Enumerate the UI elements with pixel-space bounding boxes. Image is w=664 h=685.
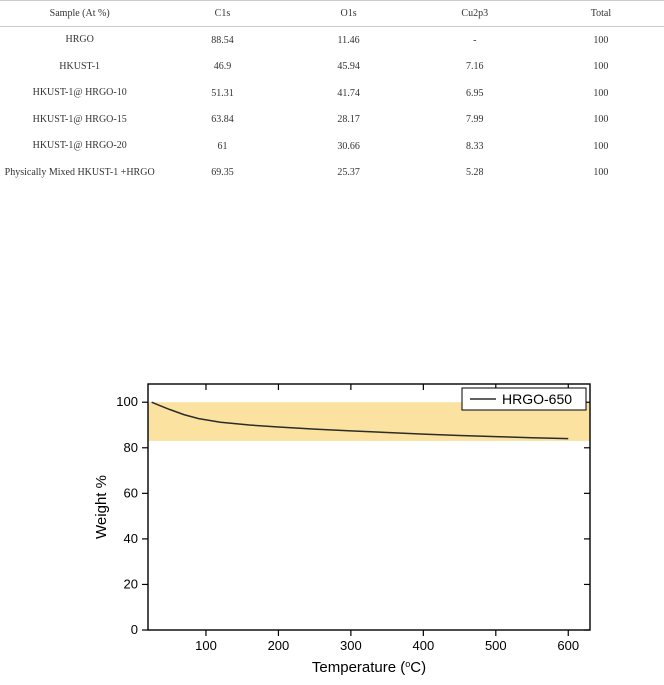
table-cell-value: 7.99	[412, 107, 538, 134]
ytick-label: 40	[124, 531, 138, 546]
ytick-label: 60	[124, 485, 138, 500]
table-cell-value: 100	[538, 107, 664, 134]
tga-chart: 0 20 40 60 80 100 100 200 300 400 500 600 Weight % Te…	[90, 378, 598, 678]
table-row: HKUST-146.945.947.16100	[0, 54, 664, 81]
table-row: Physically Mixed HKUST-1 +HRGO69.3525.37…	[0, 160, 664, 187]
xtick-label: 300	[340, 638, 362, 653]
table-cell-sample: HKUST-1@ HRGO-15	[0, 107, 159, 134]
table-cell-sample: HKUST-1@ HRGO-20	[0, 133, 159, 160]
table-cell-sample: HRGO	[0, 27, 159, 54]
table-header-row: Sample (At %)C1sO1sCu2p3Total	[0, 1, 664, 27]
table-cell-value: 6.95	[412, 80, 538, 107]
table-col-header: Total	[538, 1, 664, 27]
table-cell-value: 100	[538, 54, 664, 81]
table-cell-value: 5.28	[412, 160, 538, 187]
xtick-label: 400	[412, 638, 434, 653]
table-cell-value: 11.46	[286, 27, 412, 54]
table-cell-value: -	[412, 27, 538, 54]
table-cell-sample: HKUST-1@ HRGO-10	[0, 80, 159, 107]
table-cell-value: 61	[159, 133, 285, 160]
table-cell-value: 7.16	[412, 54, 538, 81]
table-col-header: Sample (At %)	[0, 1, 159, 27]
composition-table: Sample (At %)C1sO1sCu2p3Total HRGO88.541…	[0, 0, 664, 186]
page: Sample (At %)C1sO1sCu2p3Total HRGO88.541…	[0, 0, 664, 685]
ytick-label: 20	[124, 576, 138, 591]
table-cell-value: 100	[538, 133, 664, 160]
xtick-label: 100	[195, 638, 217, 653]
table-cell-sample: HKUST-1	[0, 54, 159, 81]
table-cell-value: 41.74	[286, 80, 412, 107]
xtick-label: 600	[557, 638, 579, 653]
table-row: HKUST-1@ HRGO-1051.3141.746.95100	[0, 80, 664, 107]
table-col-header: O1s	[286, 1, 412, 27]
table-row: HKUST-1@ HRGO-1563.8428.177.99100	[0, 107, 664, 134]
legend-label: HRGO-650	[502, 391, 572, 407]
table-cell-value: 28.17	[286, 107, 412, 134]
table-col-header: Cu2p3	[412, 1, 538, 27]
table-cell-value: 51.31	[159, 80, 285, 107]
table-cell-value: 8.33	[412, 133, 538, 160]
xtick-label: 200	[268, 638, 290, 653]
xtick-label: 500	[485, 638, 507, 653]
table-cell-value: 88.54	[159, 27, 285, 54]
table-cell-value: 63.84	[159, 107, 285, 134]
ytick-label: 80	[124, 440, 138, 455]
table-col-header: C1s	[159, 1, 285, 27]
table-body: HRGO88.5411.46-100HKUST-146.945.947.1610…	[0, 27, 664, 187]
table-cell-value: 100	[538, 160, 664, 187]
table-cell-sample: Physically Mixed HKUST-1 +HRGO	[0, 160, 159, 187]
table-cell-value: 25.37	[286, 160, 412, 187]
ytick-label: 0	[131, 622, 138, 637]
table-cell-value: 46.9	[159, 54, 285, 81]
table-cell-value: 69.35	[159, 160, 285, 187]
table-cell-value: 100	[538, 80, 664, 107]
y-axis-label: Weight %	[93, 475, 110, 539]
table-cell-value: 100	[538, 27, 664, 54]
x-axis-label: Temperature (oC)	[312, 659, 426, 676]
table-row: HKUST-1@ HRGO-206130.668.33100	[0, 133, 664, 160]
table-cell-value: 30.66	[286, 133, 412, 160]
ytick-label: 100	[116, 394, 138, 409]
tga-chart-svg: 0 20 40 60 80 100 100 200 300 400 500 600 Weight % Te…	[90, 378, 598, 678]
table-cell-value: 45.94	[286, 54, 412, 81]
table-row: HRGO88.5411.46-100	[0, 27, 664, 54]
